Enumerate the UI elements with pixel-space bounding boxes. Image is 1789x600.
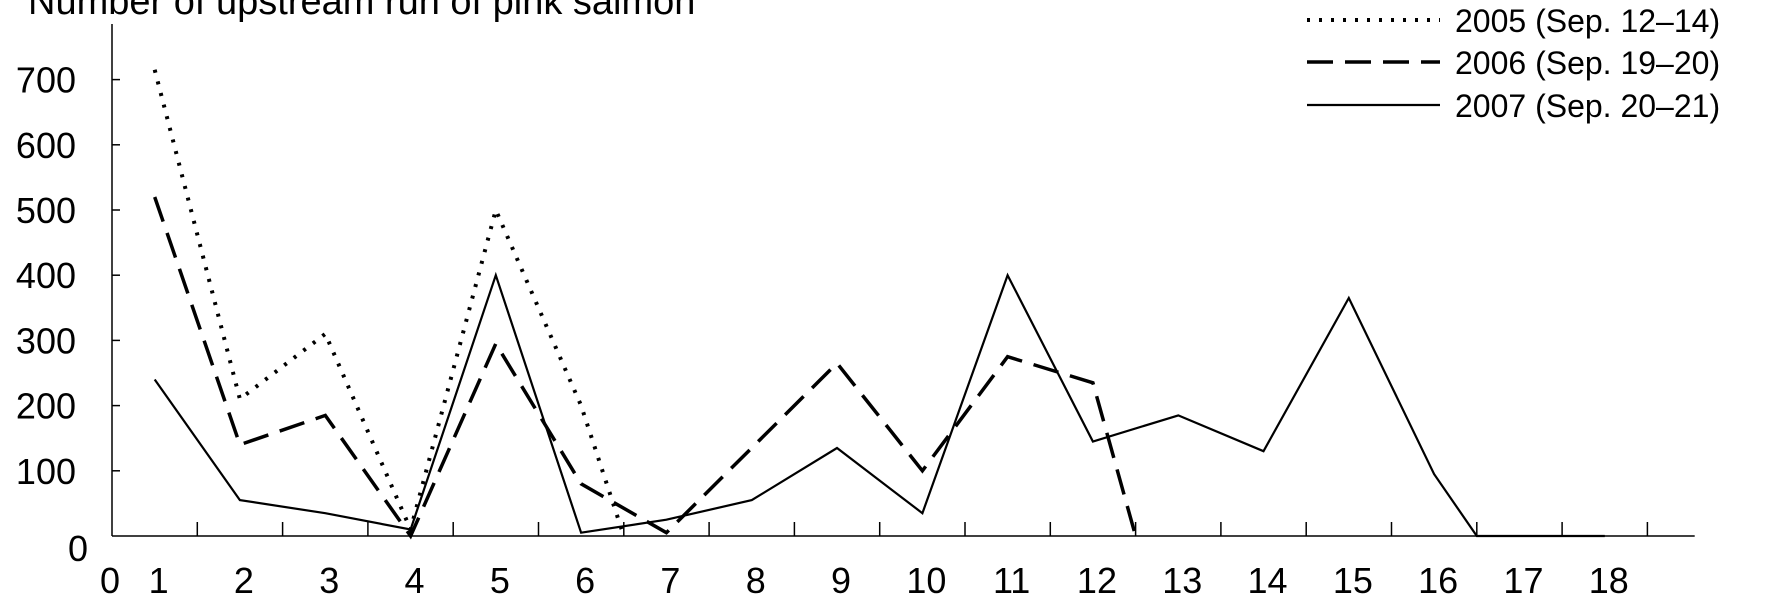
x-tick-label: 8 [746, 560, 766, 600]
y-tick-label: 0 [68, 528, 88, 569]
x-tick-label: 9 [831, 560, 851, 600]
series-line-dotted [152, 69, 626, 537]
legend-label: 2006 (Sep. 19–20) [1455, 45, 1720, 81]
y-tick-label: 300 [16, 320, 76, 361]
legend: 2005 (Sep. 12–14) 2006 (Sep. 19–20) 2007 (… [1307, 3, 1720, 124]
x-tick-label: 0 [100, 560, 120, 600]
y-tick-label: 500 [16, 190, 76, 231]
x-tick-label: 7 [660, 560, 680, 600]
x-tick-label: 12 [1077, 560, 1117, 600]
y-tick-label: 700 [16, 60, 76, 101]
y-tick-label: 100 [16, 451, 76, 492]
y-tick-label: 600 [16, 125, 76, 166]
x-tick-label: 16 [1418, 560, 1458, 600]
x-tick-label: 17 [1503, 560, 1543, 600]
legend-label: 2005 (Sep. 12–14) [1455, 3, 1720, 39]
x-tick-label: 13 [1162, 560, 1202, 600]
x-tick-label: 3 [319, 560, 339, 600]
x-tick-label: 10 [906, 560, 946, 600]
chart-title: Number of upstream run of pink salmon [28, 0, 695, 23]
x-tick-label: 4 [405, 560, 425, 600]
series-line-solid [153, 271, 1605, 538]
series-group [152, 69, 1605, 540]
x-tick-label: 18 [1589, 560, 1629, 600]
series-line-dashed [153, 196, 1138, 540]
x-tick-label: 2 [234, 560, 254, 600]
x-tick-label: 14 [1248, 560, 1288, 600]
legend-label: 2007 (Sep. 20–21) [1455, 88, 1720, 124]
x-tick-label: 5 [490, 560, 510, 600]
y-tick-label: 400 [16, 255, 76, 296]
x-tick-label: 1 [149, 560, 169, 600]
x-tick-label: 6 [575, 560, 595, 600]
x-tick-label: 15 [1333, 560, 1373, 600]
x-tick-label: 11 [993, 560, 1030, 600]
y-tick-label: 200 [16, 386, 76, 427]
